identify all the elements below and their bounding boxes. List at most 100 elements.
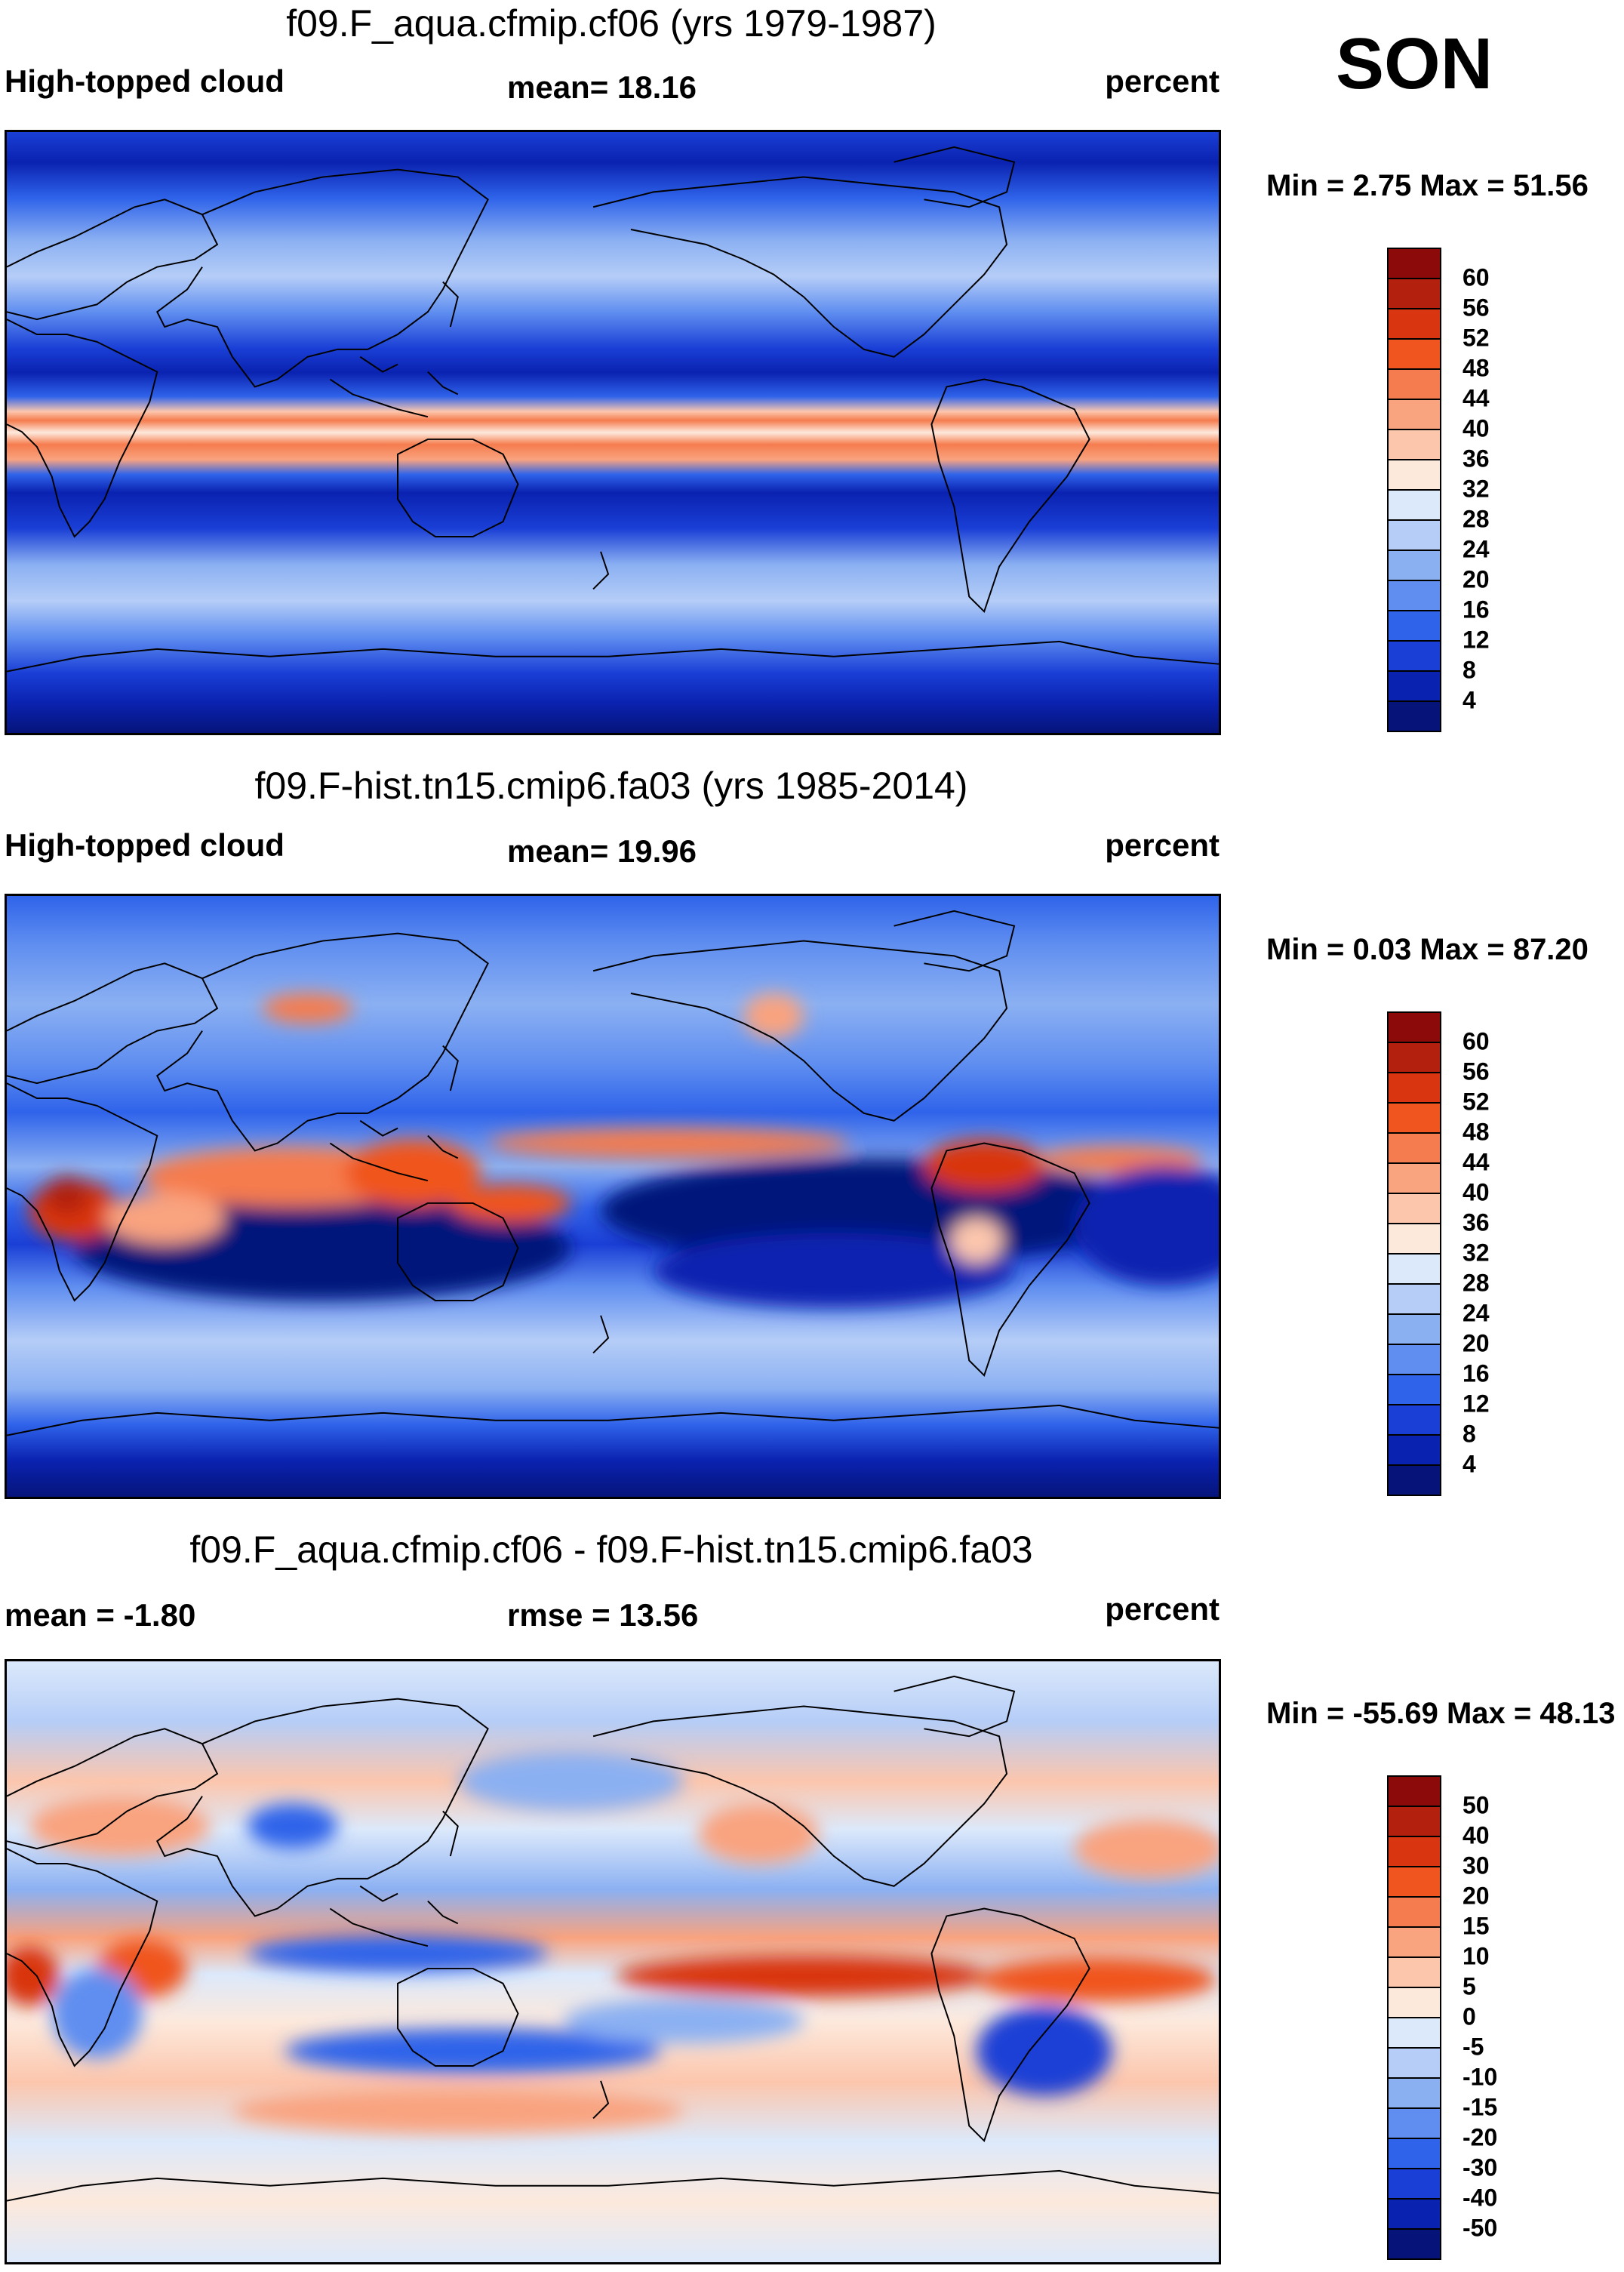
panel-1-map-svg [7, 132, 1219, 733]
colorbar-tick-label: 5 [1463, 1973, 1476, 2001]
colorbar-tick-label: -15 [1463, 2094, 1497, 2122]
panel-1-minmax: Min = 2.75 Max = 51.56 [1266, 169, 1589, 203]
colorbar-tick-label: 24 [1463, 536, 1490, 564]
colorbar-swatch [1387, 278, 1441, 308]
colorbar-swatch [1387, 2168, 1441, 2198]
colorbar-tick-label: 10 [1463, 1943, 1490, 1971]
colorbar-tick-label: 28 [1463, 1270, 1490, 1298]
panel-2-title: f09.F-hist.tn15.cmip6.fa03 (yrs 1985-201… [0, 764, 1223, 808]
panel-1-mean-label: mean= 18.16 [507, 69, 697, 106]
colorbar-tick-label: 12 [1463, 1390, 1490, 1418]
colorbar-swatch [1387, 519, 1441, 550]
panel-2-minmax: Min = 0.03 Max = 87.20 [1266, 933, 1589, 967]
colorbar-tick-label: 12 [1463, 626, 1490, 654]
colorbar-swatch [1387, 489, 1441, 519]
panel-1-colorbar: 60 56 52 48 44 40 36 32 28 24 20 16 12 8 4 [1387, 248, 1441, 731]
colorbar-tick-label: 36 [1463, 445, 1490, 473]
colorbar-swatch [1387, 2228, 1441, 2258]
colorbar-swatch [1387, 1896, 1441, 1926]
colorbar-tick-label: 20 [1463, 1883, 1490, 1910]
colorbar-tick-label: 56 [1463, 294, 1490, 322]
colorbar-bottom-edge [1387, 731, 1441, 732]
colorbar-swatch [1387, 1042, 1441, 1072]
panel-3-colorbar: 50 40 30 20 15 10 5 0 -5 -10 -15 -20 -30 -40 -50 [1387, 1775, 1441, 2258]
colorbar-tick-label: 8 [1463, 657, 1476, 685]
colorbar-tick-label: 60 [1463, 264, 1490, 292]
colorbar-swatch [1387, 580, 1441, 610]
colorbar-tick-label: -40 [1463, 2184, 1497, 2212]
colorbar-swatch [1387, 2138, 1441, 2168]
colorbar-tick-label: 8 [1463, 1421, 1476, 1448]
colorbar-tick-label: 20 [1463, 1330, 1490, 1358]
colorbar-swatch [1387, 550, 1441, 580]
colorbar-swatch [1387, 700, 1441, 731]
colorbar-swatch [1387, 1836, 1441, 1866]
colorbar-swatch [1387, 1283, 1441, 1313]
colorbar-swatch [1387, 1775, 1441, 1806]
colorbar-swatch [1387, 1404, 1441, 1434]
colorbar-swatch [1387, 1464, 1441, 1495]
colorbar-tick-label: 20 [1463, 566, 1490, 594]
colorbar-tick-label: -30 [1463, 2154, 1497, 2182]
panel-3-rmse-label: rmse = 13.56 [507, 1597, 698, 1633]
colorbar-swatch [1387, 1374, 1441, 1404]
colorbar-swatch [1387, 338, 1441, 368]
colorbar-swatch [1387, 2077, 1441, 2107]
colorbar-tick-label: 40 [1463, 415, 1490, 443]
colorbar-swatch [1387, 1866, 1441, 1896]
colorbar-tick-label: 40 [1463, 1822, 1490, 1850]
colorbar-swatch [1387, 2198, 1441, 2228]
colorbar-swatch [1387, 610, 1441, 640]
colorbar-swatch [1387, 1223, 1441, 1253]
colorbar-swatch [1387, 670, 1441, 700]
colorbar-tick-label: 52 [1463, 1088, 1490, 1116]
panel-3-minmax: Min = -55.69 Max = 48.13 [1266, 1697, 1615, 1731]
colorbar-tick-label: 32 [1463, 476, 1490, 503]
panel-3-mean-label: mean = -1.80 [5, 1597, 195, 1633]
colorbar-swatch [1387, 1434, 1441, 1464]
colorbar-bottom-edge [1387, 2258, 1441, 2260]
colorbar-tick-label: 60 [1463, 1028, 1490, 1056]
colorbar-swatch [1387, 368, 1441, 399]
colorbar-swatch [1387, 1162, 1441, 1193]
colorbar-swatch [1387, 1011, 1441, 1042]
colorbar-swatch [1387, 1253, 1441, 1283]
colorbar-tick-label: -50 [1463, 2215, 1497, 2243]
colorbar-tick-label: 48 [1463, 1119, 1490, 1147]
colorbar-tick-label: 16 [1463, 1360, 1490, 1388]
colorbar-tick-label: 0 [1463, 2003, 1476, 2031]
panel-3-units-label: percent [1105, 1591, 1220, 1627]
colorbar-swatch [1387, 2017, 1441, 2047]
colorbar-swatch [1387, 1987, 1441, 2017]
panel-2-mean-label: mean= 19.96 [507, 833, 697, 870]
panel-3-map [5, 1659, 1221, 2264]
colorbar-tick-label: 15 [1463, 1913, 1490, 1941]
colorbar-tick-label: 50 [1463, 1792, 1490, 1820]
panel-2-variable-label: High-topped cloud [5, 827, 285, 864]
colorbar-swatch [1387, 429, 1441, 459]
panel-2-map [5, 894, 1221, 1499]
colorbar-tick-label: 56 [1463, 1058, 1490, 1086]
colorbar-tick-label: 32 [1463, 1239, 1490, 1267]
colorbar-tick-label: -5 [1463, 2033, 1484, 2061]
colorbar-tick-label: 28 [1463, 506, 1490, 534]
colorbar-swatch [1387, 1132, 1441, 1162]
colorbar-swatch [1387, 1344, 1441, 1374]
colorbar-swatch [1387, 1926, 1441, 1956]
colorbar-swatch [1387, 459, 1441, 489]
colorbar-tick-label: 4 [1463, 1451, 1476, 1479]
colorbar-tick-label: 48 [1463, 355, 1490, 383]
colorbar-swatch [1387, 1313, 1441, 1344]
season-label: SON [1336, 23, 1493, 106]
colorbar-swatch [1387, 640, 1441, 670]
panel-3-map-svg [7, 1661, 1219, 2262]
colorbar-swatch [1387, 308, 1441, 338]
colorbar-tick-label: -20 [1463, 2124, 1497, 2152]
colorbar-tick-label: 30 [1463, 1852, 1490, 1880]
colorbar-tick-label: 16 [1463, 596, 1490, 624]
panel-1-variable-label: High-topped cloud [5, 63, 285, 100]
colorbar-tick-label: 4 [1463, 687, 1476, 715]
panel-2-units-label: percent [1105, 827, 1220, 864]
panel-1-title: f09.F_aqua.cfmip.cf06 (yrs 1979-1987) [0, 2, 1223, 45]
panel-2-colorbar: 60 56 52 48 44 40 36 32 28 24 20 16 12 8 4 [1387, 1011, 1441, 1495]
